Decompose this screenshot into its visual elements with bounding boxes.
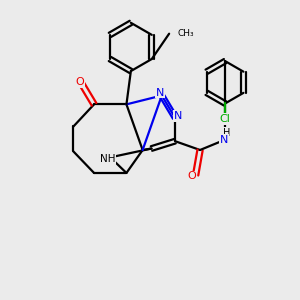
Text: O: O [75, 77, 84, 87]
Text: CH₃: CH₃ [178, 29, 195, 38]
Text: NH: NH [100, 154, 115, 164]
Text: O: O [188, 172, 197, 182]
Text: Cl: Cl [220, 114, 230, 124]
Text: N: N [174, 111, 182, 121]
Text: H: H [223, 128, 230, 138]
Text: N: N [156, 88, 164, 98]
Text: N: N [219, 135, 228, 145]
